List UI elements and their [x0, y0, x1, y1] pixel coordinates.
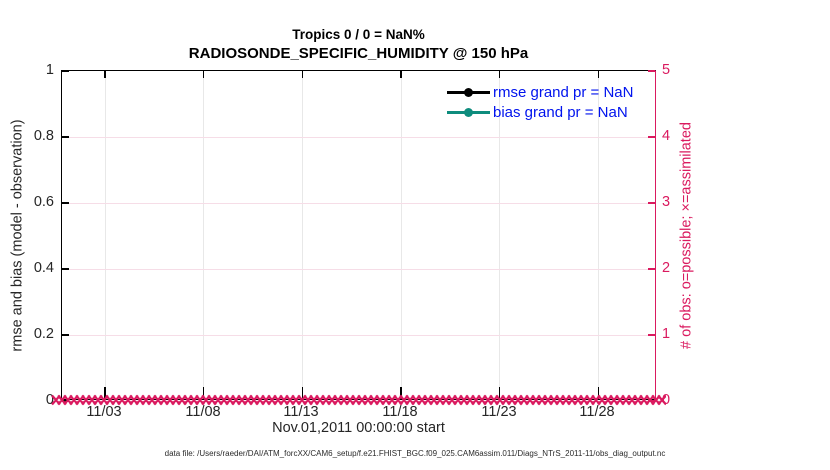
- axis-tick-left: [62, 136, 69, 138]
- legend-item-rmse: rmse grand pr = NaN: [447, 82, 633, 102]
- assimilated-x-markers: [51, 394, 666, 406]
- xtick-label: 11/03: [86, 404, 122, 420]
- axis-tick-bottom: [597, 387, 600, 399]
- legend-item-bias: bias grand pr = NaN: [447, 102, 633, 122]
- xtick-label: 11/08: [185, 404, 221, 420]
- xtick-label: 11/23: [481, 404, 517, 420]
- chart-subtitle: RADIOSONDE_SPECIFIC_HUMIDITY @ 150 hPa: [188, 45, 529, 62]
- legend-label-rmse: rmse grand pr = NaN: [493, 83, 634, 101]
- ytick-left: 0.8: [33, 128, 54, 144]
- axis-tick-left: [62, 202, 69, 204]
- gridline-vertical: [597, 71, 599, 399]
- x-axis-label: Nov.01,2011 00:00:00 start: [272, 420, 445, 436]
- ytick-right: 5: [662, 62, 671, 78]
- axis-tick-bottom: [301, 387, 304, 399]
- gridline-vertical: [400, 71, 402, 399]
- ytick-left: 0: [45, 392, 54, 408]
- rmse-line-marker-icon: [447, 87, 490, 97]
- gridline-vertical: [203, 71, 205, 399]
- ytick-right: 1: [662, 326, 671, 342]
- axis-tick-bottom: [400, 387, 402, 399]
- axis-tick-bottom: [498, 387, 501, 399]
- ytick-right: 3: [662, 194, 671, 210]
- chart-title: Tropics 0 / 0 = NaN%: [292, 27, 425, 42]
- axis-tick-left: [62, 400, 69, 402]
- axis-tick-top: [104, 71, 106, 78]
- gridline-vertical: [104, 71, 106, 399]
- axis-tick-right: [648, 202, 655, 204]
- axis-tick-left: [62, 268, 69, 270]
- axis-tick-top: [498, 71, 501, 78]
- y-axis-label-left: rmse and bias (model - observation): [9, 119, 26, 352]
- ytick-left: 0.4: [33, 260, 54, 276]
- axis-tick-right: [648, 334, 655, 336]
- xtick-label: 11/13: [283, 404, 319, 420]
- ytick-right: 0: [662, 392, 671, 408]
- xtick-label: 11/18: [382, 404, 418, 420]
- axis-tick-left: [62, 334, 69, 336]
- ytick-left: 0.6: [33, 194, 54, 210]
- ytick-left: 0.2: [33, 326, 54, 342]
- gridline-horizontal: [62, 334, 655, 336]
- axis-tick-top: [202, 71, 205, 78]
- y-axis-label-right: # of obs: o=possible; ×=assimilated: [678, 122, 695, 349]
- axis-tick-right: [648, 268, 655, 270]
- axis-tick-right: [648, 136, 655, 138]
- axis-tick-right: [648, 70, 655, 72]
- bias-line-marker-icon: [447, 107, 490, 117]
- axis-tick-left: [62, 70, 69, 72]
- obs-count-marker-band: [51, 394, 666, 406]
- ytick-left: 1: [45, 62, 54, 78]
- xtick-label: 11/28: [579, 404, 615, 420]
- gridline-vertical: [301, 71, 303, 399]
- legend-label-bias: bias grand pr = NaN: [493, 103, 628, 121]
- data-file-path: data file: /Users/raeder/DAI/ATM_forcXX/…: [164, 449, 666, 458]
- gridline-horizontal: [62, 268, 655, 270]
- gridline-horizontal: [62, 202, 655, 204]
- axis-tick-top: [597, 71, 600, 78]
- ytick-right: 2: [662, 260, 671, 276]
- gridline-vertical: [499, 71, 501, 399]
- gridline-horizontal: [62, 136, 655, 138]
- axis-tick-bottom: [104, 387, 106, 399]
- axis-tick-bottom: [202, 387, 205, 399]
- axis-tick-top: [400, 71, 402, 78]
- chart-title-block: Tropics 0 / 0 = NaN% RADIOSONDE_SPECIFIC…: [61, 25, 656, 64]
- legend: rmse grand pr = NaN bias grand pr = NaN: [447, 82, 633, 122]
- ytick-right: 4: [662, 128, 671, 144]
- axis-tick-top: [301, 71, 304, 78]
